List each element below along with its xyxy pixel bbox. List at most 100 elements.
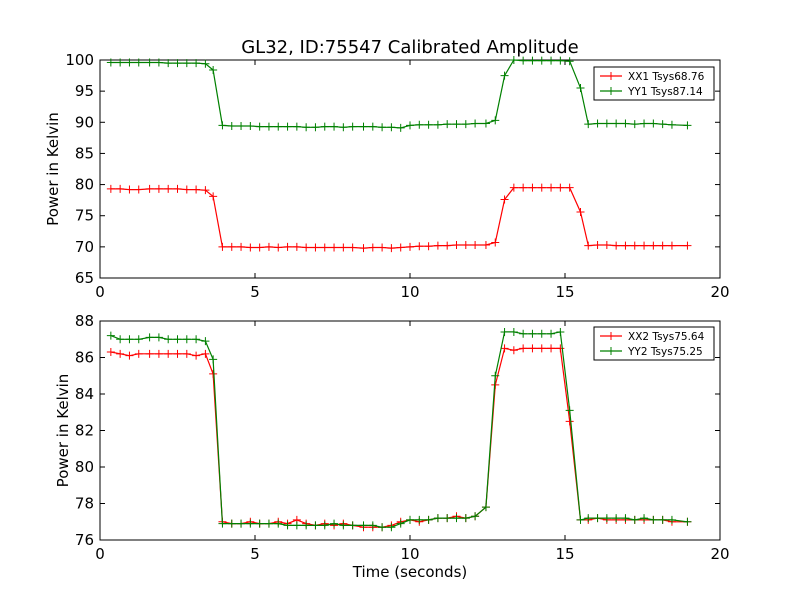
- legend-item-2: YY1 Tsys87.14: [600, 86, 703, 98]
- data-point: [368, 521, 377, 530]
- data-point: [378, 523, 387, 532]
- data-point: [106, 184, 115, 193]
- data-point: [209, 355, 218, 364]
- legend-item-1: XX2 Tsys75.64: [600, 331, 705, 343]
- data-point: [415, 120, 424, 129]
- chart-panel-1: 0 5 10 15 20 65 70 75 80 85 90 95 100 Power in Kelvin…: [44, 51, 730, 301]
- data-point: [311, 521, 320, 530]
- data-point: [339, 521, 348, 530]
- data-point: [274, 519, 283, 528]
- data-point: [134, 185, 143, 194]
- data-point: [145, 184, 154, 193]
- data-point: [621, 119, 630, 128]
- data-point: [134, 349, 143, 358]
- data-point: [649, 515, 658, 524]
- data-point: [509, 56, 518, 64]
- data-point: [649, 119, 658, 128]
- legend: XX2 Tsys75.64 YY2 Tsys75.25: [593, 326, 715, 361]
- data-point: [106, 331, 115, 340]
- data-point: [154, 184, 163, 193]
- x-tick-label: 20: [710, 545, 729, 563]
- data-point: [452, 240, 461, 249]
- data-point: [320, 122, 329, 131]
- data-point: [173, 349, 182, 358]
- data-point: [359, 122, 368, 131]
- y-tick-label: 80: [75, 458, 94, 476]
- x-tick-label: 0: [95, 283, 105, 301]
- data-point: [640, 119, 649, 128]
- data-point: [396, 243, 405, 252]
- data-point: [164, 335, 173, 344]
- data-point: [192, 351, 201, 360]
- data-point: [481, 503, 490, 512]
- data-point: [452, 514, 461, 523]
- data-point: [292, 521, 301, 530]
- data-point: [471, 119, 480, 128]
- data-point: [415, 515, 424, 524]
- data-point: [145, 333, 154, 342]
- data-point: [201, 349, 210, 358]
- data-point: [630, 241, 639, 250]
- data-point: [264, 242, 273, 251]
- data-point: [348, 122, 357, 131]
- data-point: [396, 519, 405, 528]
- data-point: [154, 333, 163, 342]
- data-point: [461, 120, 470, 129]
- data-point: [461, 240, 470, 249]
- data-point: [209, 369, 218, 378]
- data-point: [576, 515, 585, 524]
- data-point: [368, 122, 377, 131]
- data-point: [547, 183, 556, 192]
- y-tick-label: 75: [75, 207, 94, 225]
- data-point: [227, 122, 236, 131]
- data-point: [658, 515, 667, 524]
- data-point: [330, 122, 339, 131]
- data-point: [237, 519, 246, 528]
- data-point: [584, 514, 593, 523]
- series-line: [110, 59, 688, 129]
- data-point: [443, 120, 452, 129]
- x-tick-label: 10: [400, 545, 419, 563]
- data-point: [154, 58, 163, 67]
- data-point: [116, 349, 125, 358]
- y-axis-label: Power in Kelvin: [54, 374, 72, 488]
- data-point: [264, 122, 273, 131]
- data-point: [264, 519, 273, 528]
- data-point: [274, 243, 283, 252]
- data-point: [106, 58, 115, 67]
- data-point: [491, 238, 500, 247]
- y-tick-label: 80: [75, 176, 94, 194]
- data-point: [283, 521, 292, 530]
- data-point: [227, 242, 236, 251]
- x-tick-label: 10: [400, 283, 419, 301]
- data-point: [378, 243, 387, 252]
- legend-marker: [607, 347, 615, 355]
- legend-marker: [607, 87, 615, 95]
- y-tick-label: 84: [75, 385, 94, 403]
- y-axis-label: Power in Kelvin: [44, 112, 62, 226]
- data-point: [461, 514, 470, 523]
- data-point: [192, 59, 201, 68]
- data-point: [667, 120, 676, 129]
- data-point: [519, 344, 528, 353]
- data-point: [311, 243, 320, 252]
- chart-panel-2: 0 5 10 15 20 76 78 80 82 84 86 88 Power in Kelvin Tim…: [54, 312, 730, 581]
- data-point: [330, 519, 339, 528]
- y-tick-label: 85: [75, 144, 94, 162]
- data-point: [640, 514, 649, 523]
- data-point: [547, 329, 556, 338]
- data-point: [182, 349, 191, 358]
- data-point: [584, 120, 593, 129]
- data-point: [509, 183, 518, 192]
- data-point: [649, 241, 658, 250]
- data-point: [491, 371, 500, 380]
- data-point: [192, 335, 201, 344]
- data-point: [424, 515, 433, 524]
- data-point: [481, 240, 490, 249]
- data-point: [246, 122, 255, 131]
- data-point: [255, 122, 264, 131]
- data-point: [387, 523, 396, 532]
- data-point: [640, 241, 649, 250]
- data-point: [237, 122, 246, 131]
